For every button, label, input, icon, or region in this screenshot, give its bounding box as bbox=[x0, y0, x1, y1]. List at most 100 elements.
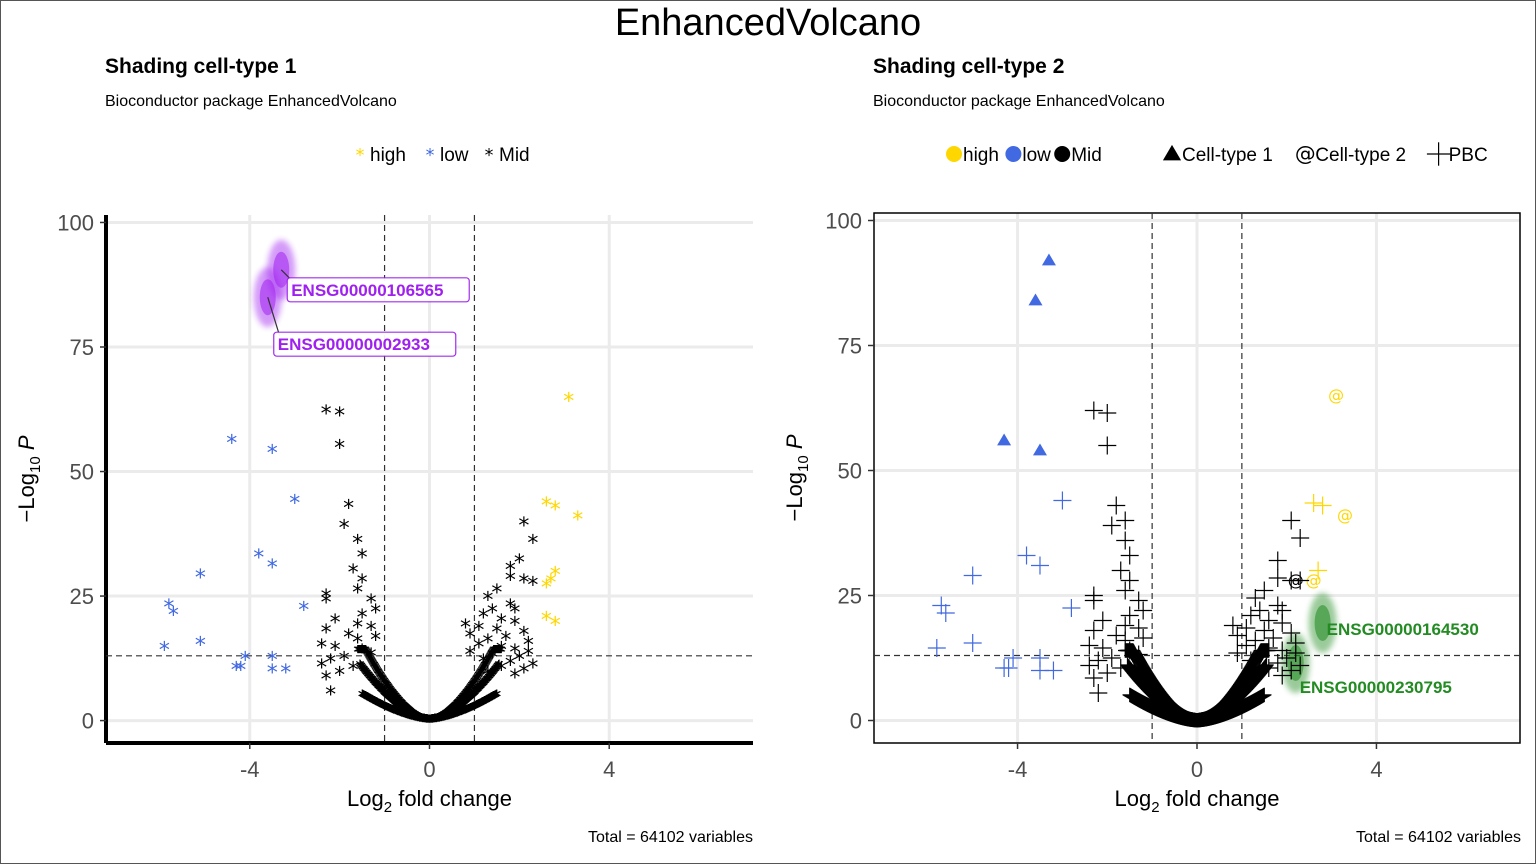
data-point: * bbox=[550, 498, 561, 523]
bulk-point: * bbox=[402, 708, 411, 728]
bulk-point: * bbox=[448, 708, 457, 728]
data-point: * bbox=[527, 656, 538, 681]
bulk-point: * bbox=[441, 708, 450, 728]
bulk-point: * bbox=[383, 679, 392, 699]
bulk-point: * bbox=[421, 712, 430, 732]
bulk-point: * bbox=[427, 712, 436, 732]
bulk-point: * bbox=[369, 694, 378, 714]
bulk-point: * bbox=[467, 701, 476, 721]
data-point bbox=[1004, 649, 1023, 667]
bulk-point: * bbox=[432, 711, 441, 731]
bulk-point: * bbox=[473, 683, 482, 703]
bulk-point: * bbox=[482, 656, 491, 676]
bulk-point: * bbox=[397, 696, 406, 716]
bulk-point: * bbox=[372, 662, 381, 682]
data-point: * bbox=[496, 611, 507, 636]
bulk-point: * bbox=[487, 667, 496, 687]
bulk-point: * bbox=[405, 709, 414, 729]
bulk-point: * bbox=[399, 698, 408, 718]
bulk-point: * bbox=[419, 712, 428, 732]
bulk-point: * bbox=[371, 661, 380, 681]
bulk-point: * bbox=[387, 693, 396, 713]
bulk-point: * bbox=[354, 643, 363, 663]
data-point bbox=[1080, 636, 1099, 655]
bulk-point: * bbox=[480, 659, 489, 679]
bulk-point: * bbox=[495, 657, 504, 677]
bulk-point: * bbox=[438, 711, 447, 731]
bulk-point bbox=[1122, 687, 1137, 703]
bulk-point: * bbox=[461, 703, 470, 723]
bulk-point: * bbox=[413, 710, 422, 730]
label-box bbox=[273, 331, 457, 357]
x-tick-label: 4 bbox=[1370, 757, 1382, 782]
bulk-point: * bbox=[483, 654, 492, 674]
bulk-point: * bbox=[432, 712, 441, 732]
bulk-point: * bbox=[361, 689, 370, 709]
bulk-point: * bbox=[395, 699, 404, 719]
y-tick-label: 0 bbox=[82, 709, 94, 734]
bulk-point: * bbox=[482, 655, 491, 675]
bulk-point: * bbox=[390, 703, 399, 723]
bulk-point: * bbox=[495, 643, 504, 663]
bulk-point: * bbox=[361, 664, 370, 684]
legend-label: Mid bbox=[499, 145, 530, 166]
bulk-point: * bbox=[413, 711, 422, 731]
bulk-point: * bbox=[395, 699, 404, 719]
gene-label: ENSG00000106565 bbox=[291, 281, 443, 300]
bulk-point: * bbox=[475, 681, 484, 701]
bulk-point: * bbox=[430, 712, 439, 732]
bulk-point: * bbox=[472, 684, 481, 704]
bulk-point: * bbox=[489, 690, 498, 710]
bulk-point: * bbox=[444, 709, 453, 729]
series-mid: * *********** **** * ** * *** * ***** ********* **… bbox=[316, 402, 538, 708]
bulk-point: * bbox=[418, 711, 427, 731]
bulk-point: * bbox=[417, 712, 426, 732]
bulk-point: * bbox=[402, 708, 411, 728]
figure-title: EnhancedVolcano bbox=[614, 2, 922, 44]
bulk-point: * bbox=[364, 691, 373, 711]
bulk-point: * bbox=[494, 643, 503, 663]
bulk-point: * bbox=[382, 700, 391, 720]
bulk-point: * bbox=[478, 695, 487, 715]
bulk-point: * bbox=[456, 693, 465, 713]
data-point bbox=[1282, 661, 1301, 680]
data-point: * bbox=[370, 628, 381, 653]
bulk-point: * bbox=[481, 694, 490, 714]
bulk-point: * bbox=[377, 683, 386, 703]
series-low bbox=[927, 491, 1081, 680]
data-point bbox=[1080, 656, 1099, 675]
data-point: * bbox=[321, 591, 332, 616]
data-point bbox=[1098, 404, 1117, 422]
bulk-point: * bbox=[448, 708, 457, 728]
bulk-point: * bbox=[411, 710, 420, 730]
bulk-point: * bbox=[417, 711, 426, 731]
bulk-point: * bbox=[355, 643, 364, 663]
data-point bbox=[1116, 631, 1135, 650]
bulk-point: * bbox=[482, 673, 491, 693]
bulk-point: * bbox=[492, 660, 501, 680]
bulk-point: * bbox=[472, 672, 481, 692]
bulk-point: * bbox=[472, 684, 481, 704]
bulk-point: * bbox=[402, 701, 411, 721]
bulk-point: * bbox=[382, 700, 391, 720]
label-connector bbox=[267, 297, 281, 337]
bulk-point: * bbox=[452, 697, 461, 717]
bulk-point: * bbox=[434, 711, 443, 731]
bulk-point: * bbox=[365, 691, 374, 711]
bulk-point: * bbox=[369, 657, 378, 677]
bulk-point: * bbox=[468, 700, 477, 720]
bulk-point: * bbox=[480, 675, 489, 695]
bulk-point: * bbox=[467, 679, 476, 699]
bulk-point: * bbox=[360, 643, 369, 663]
bulk-point: * bbox=[431, 712, 440, 732]
bulk-point: * bbox=[490, 643, 499, 663]
data-point: * bbox=[487, 646, 498, 671]
bulk-point: * bbox=[472, 671, 481, 691]
data-point: * bbox=[473, 618, 484, 643]
bulk-point: * bbox=[406, 705, 415, 725]
bulk-point: * bbox=[408, 706, 417, 726]
data-point bbox=[1084, 591, 1103, 610]
data-point bbox=[1111, 561, 1130, 580]
bulk-point: * bbox=[358, 661, 367, 681]
bulk-point: * bbox=[466, 690, 475, 710]
